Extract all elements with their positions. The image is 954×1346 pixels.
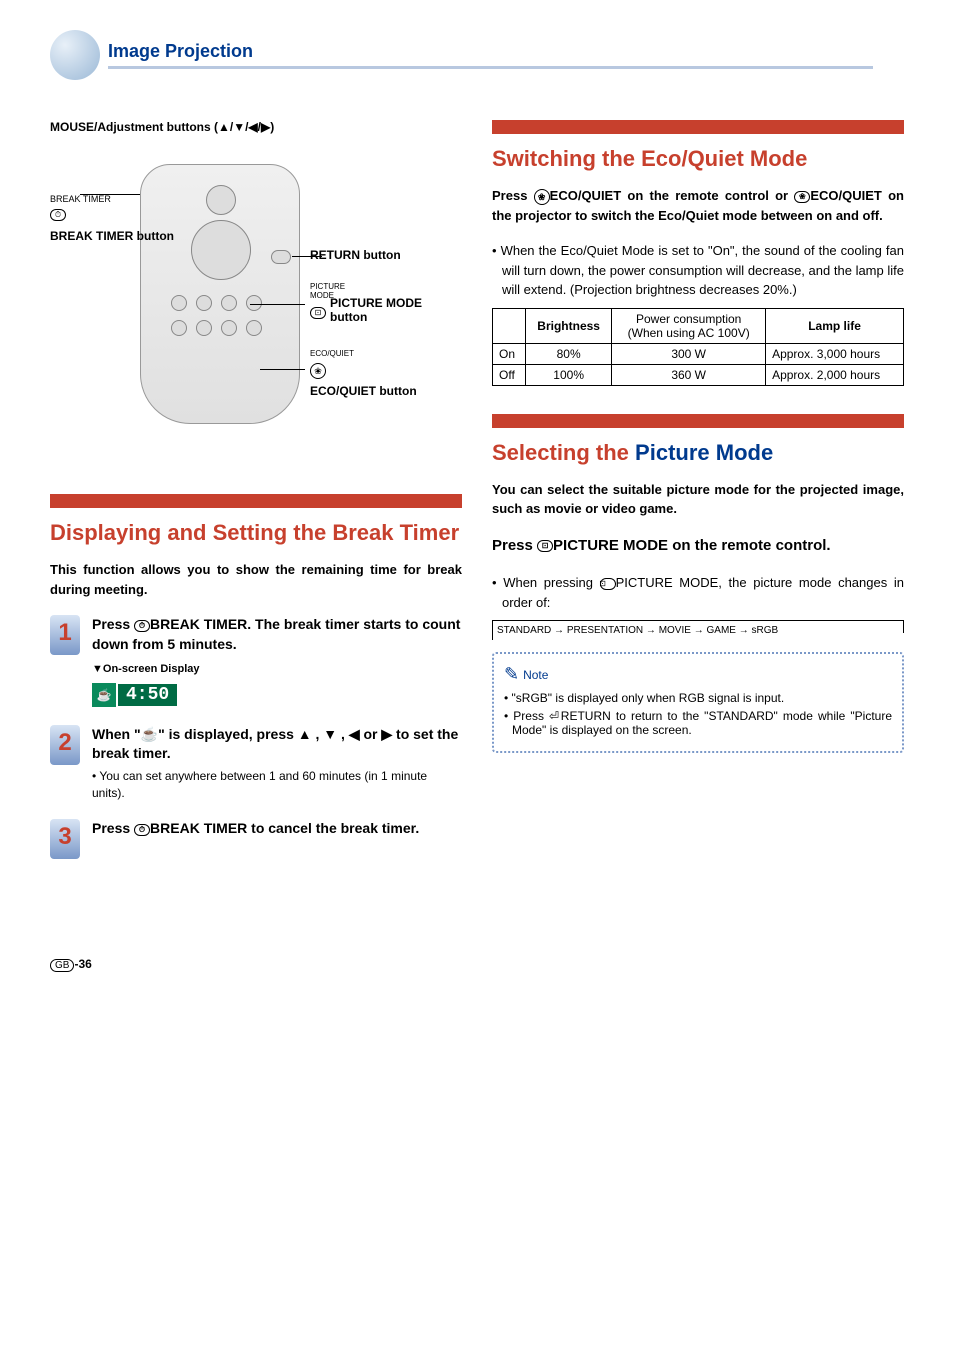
table-cell: 300 W (612, 343, 766, 364)
table-cell: Approx. 2,000 hours (766, 364, 904, 385)
picture-press: Press ⊡PICTURE MODE on the remote contro… (492, 535, 904, 558)
step-3: 3 Press ⏱BREAK TIMER to cancel the break… (50, 819, 462, 859)
table-cell: On (493, 343, 526, 364)
eco-quiet-icon: ❀ (534, 189, 550, 205)
table-header (493, 308, 526, 343)
page-number: -36 (74, 957, 91, 971)
step-number-badge: 2 (50, 725, 80, 765)
osd-time: 4:50 (118, 684, 177, 706)
osd-label: ▼On-screen Display (92, 663, 462, 675)
mouse-adjustment-label: MOUSE/Adjustment buttons (▲/▼/◀/▶) (50, 120, 462, 134)
page-title: Image Projection (108, 41, 873, 69)
right-column: Switching the Eco/Quiet Mode Press ❀ECO/… (492, 120, 904, 877)
picture-mode-flow: STANDARD PRESENTATION MOVIE GAME sRGB (492, 620, 904, 640)
table-header-row: Brightness Power consumption(When using … (493, 308, 904, 343)
picture-mode-callout: PICTURE MODE button (330, 296, 450, 324)
note-box: ✎ Note • "sRGB" is displayed only when R… (492, 652, 904, 753)
eco-quiet-callout: ECO/QUIET button (310, 384, 417, 398)
eco-bullet-list: • When the Eco/Quiet Mode is set to "On"… (492, 241, 904, 300)
cup-icon: ☕ (92, 683, 116, 707)
note-item: • Press ⏎RETURN to return to the "STANDA… (504, 709, 892, 737)
eco-quiet-projector-icon: ❀ (794, 191, 810, 203)
picture-bullet-list: • When pressing ⊡PICTURE MODE, the pictu… (492, 573, 904, 612)
picture-mode-icon: ⊡ (310, 307, 326, 319)
page-header: Image Projection (50, 30, 904, 80)
step-number-badge: 1 (50, 615, 80, 655)
return-callout: RETURN button (310, 248, 401, 262)
step-1-text: Press ⏱BREAK TIMER. The break timer star… (92, 615, 462, 654)
remote-diagram-section: MOUSE/Adjustment buttons (▲/▼/◀/▶) (50, 120, 462, 454)
step-2-sub: • You can set anywhere between 1 and 60 … (92, 768, 462, 802)
step-number-badge: 3 (50, 819, 80, 859)
table-cell: 80% (526, 343, 612, 364)
picture-mode-icon: ⊡ (600, 578, 616, 590)
picture-bullet: • When pressing ⊡PICTURE MODE, the pictu… (492, 573, 904, 612)
break-timer-heading: Displaying and Setting the Break Timer (50, 520, 462, 546)
region-badge: GB (50, 959, 74, 972)
header-sphere-icon (50, 30, 100, 80)
eco-bullet: • When the Eco/Quiet Mode is set to "On"… (492, 241, 904, 300)
picture-mode-icon: ⊡ (537, 540, 553, 552)
table-header: Power consumption(When using AC 100V) (612, 308, 766, 343)
osd-display: ☕ 4:50 (92, 683, 177, 707)
step-1: 1 Press ⏱BREAK TIMER. The break timer st… (50, 615, 462, 706)
note-title: ✎ Note (504, 664, 892, 685)
break-timer-intro: This function allows you to show the rem… (50, 560, 462, 599)
remote-control-illustration: BREAK TIMER ⏱ BREAK TIMER button RETURN … (50, 134, 462, 454)
break-timer-icon: ⏱ (134, 620, 150, 632)
page-footer: GB-36 (50, 957, 904, 971)
table-cell: Off (493, 364, 526, 385)
note-icon: ✎ (504, 664, 519, 685)
picture-intro: You can select the suitable picture mode… (492, 480, 904, 519)
section-bar (492, 120, 904, 134)
step-2: 2 When "☕" is displayed, press ▲ , ▼ , ◀… (50, 725, 462, 802)
left-column: MOUSE/Adjustment buttons (▲/▼/◀/▶) (50, 120, 462, 877)
eco-quiet-icon: ❀ (310, 363, 326, 379)
break-timer-icon: ⏱ (50, 209, 66, 221)
note-item: • "sRGB" is displayed only when RGB sign… (504, 691, 892, 705)
table-cell: 360 W (612, 364, 766, 385)
table-header: Brightness (526, 308, 612, 343)
eco-intro: Press ❀ECO/QUIET on the remote control o… (492, 186, 904, 225)
step-2-text: When "☕" is displayed, press ▲ , ▼ , ◀ o… (92, 725, 462, 764)
table-row: On 80% 300 W Approx. 3,000 hours (493, 343, 904, 364)
eco-heading: Switching the Eco/Quiet Mode (492, 146, 904, 172)
step-3-text: Press ⏱BREAK TIMER to cancel the break t… (92, 819, 462, 839)
section-bar (492, 414, 904, 428)
eco-table: Brightness Power consumption(When using … (492, 308, 904, 386)
picture-mode-heading: Selecting the Picture Mode (492, 440, 904, 466)
section-bar (50, 494, 462, 508)
break-timer-callout: BREAK TIMER button (50, 229, 174, 243)
table-row: Off 100% 360 W Approx. 2,000 hours (493, 364, 904, 385)
table-cell: Approx. 3,000 hours (766, 343, 904, 364)
break-timer-icon: ⏱ (134, 824, 150, 836)
table-cell: 100% (526, 364, 612, 385)
table-header: Lamp life (766, 308, 904, 343)
